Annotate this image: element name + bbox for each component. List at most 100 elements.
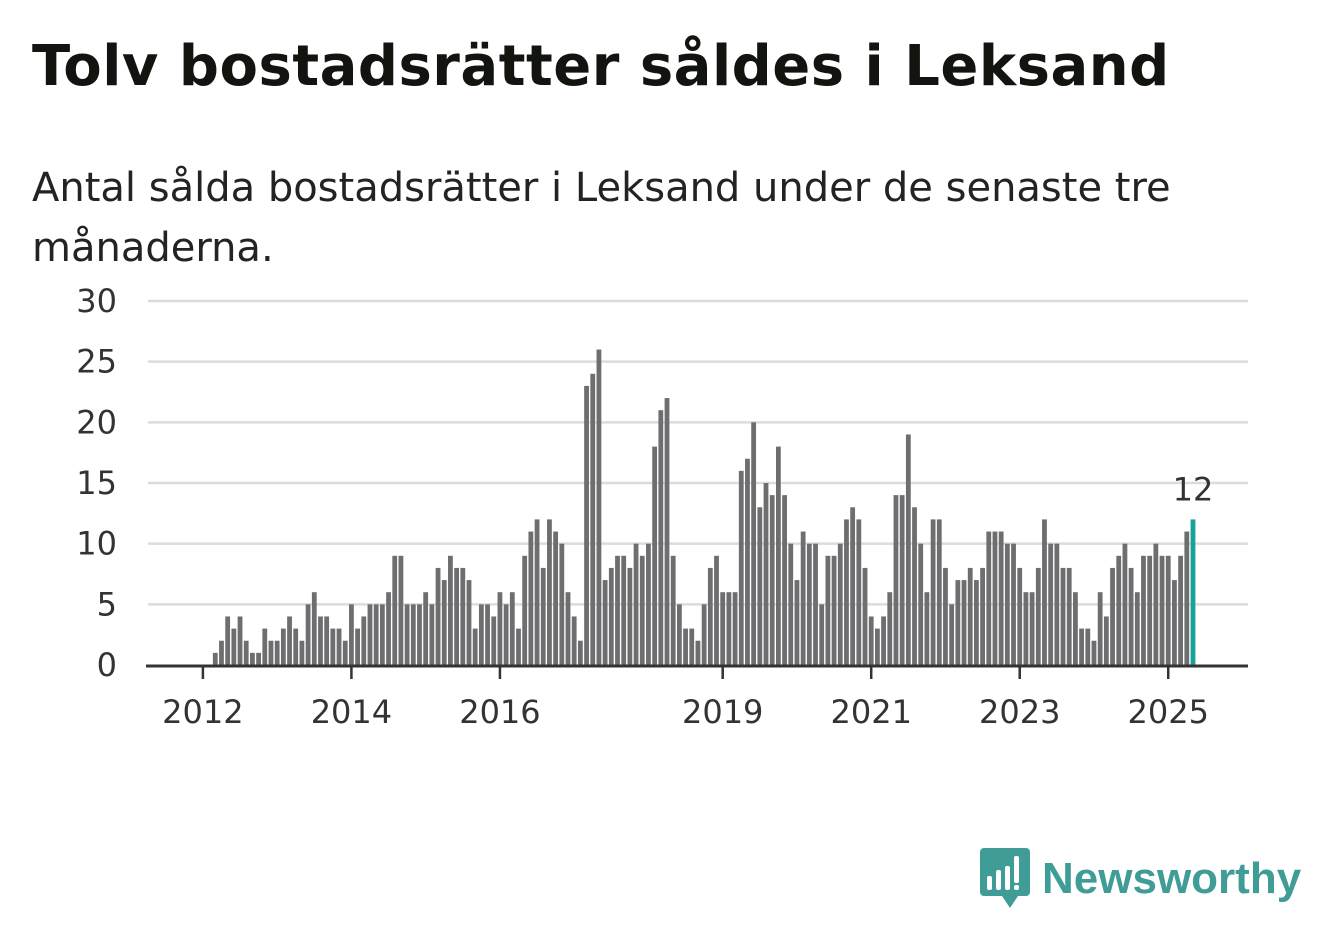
bar — [553, 531, 559, 665]
bar — [1011, 543, 1016, 665]
bar — [850, 507, 856, 665]
bar — [930, 519, 936, 665]
highlight-value-label: 12 — [1173, 470, 1214, 508]
bar — [720, 592, 726, 665]
bar — [1073, 592, 1078, 665]
bar — [584, 385, 589, 665]
bar — [670, 555, 676, 665]
bar — [1122, 543, 1128, 665]
bar — [738, 470, 744, 665]
bar — [615, 555, 620, 665]
bar — [448, 555, 453, 665]
bar — [837, 543, 843, 665]
bar — [1128, 567, 1134, 665]
bar — [540, 567, 546, 665]
bar — [429, 604, 435, 665]
bar — [1159, 555, 1165, 665]
bar — [788, 543, 794, 665]
bar — [782, 495, 787, 665]
bar — [1029, 592, 1035, 665]
bar — [875, 628, 880, 665]
newsworthy-logo: Newsworthy — [980, 848, 1301, 910]
bar — [769, 495, 775, 665]
bar — [590, 373, 596, 665]
y-axis-labels: 0 5 10 15 20 25 30 — [76, 282, 117, 684]
bar — [800, 531, 806, 665]
bar — [806, 543, 812, 665]
bar — [974, 580, 979, 665]
bar — [435, 567, 441, 665]
bar — [262, 628, 268, 665]
bar — [652, 446, 658, 665]
bar — [1085, 628, 1091, 665]
x-tick-label: 2012 — [162, 693, 243, 731]
bar — [1147, 555, 1153, 665]
bar — [745, 458, 750, 665]
bar-chart-speech-bubble-icon — [980, 848, 1030, 908]
bar — [349, 604, 354, 665]
bar — [980, 567, 985, 665]
bar — [701, 604, 707, 665]
bar — [509, 592, 515, 665]
bar — [336, 628, 342, 665]
bar — [1079, 628, 1084, 665]
bar — [293, 628, 299, 665]
x-axis: 2012 2014 2016 2019 2021 2023 2025 — [146, 664, 1248, 731]
bar — [250, 652, 255, 665]
bar — [961, 580, 967, 665]
annotations: 12 — [1173, 470, 1214, 508]
bar — [862, 567, 868, 665]
bar — [967, 567, 973, 665]
bar — [763, 483, 769, 665]
bar — [373, 604, 379, 665]
bar — [522, 555, 528, 665]
bar — [887, 592, 893, 665]
bar — [243, 640, 249, 665]
bar — [491, 616, 497, 665]
bar — [342, 640, 348, 665]
bar — [571, 616, 577, 665]
x-tick-label: 2014 — [311, 693, 392, 731]
bar — [844, 519, 849, 665]
bar — [751, 422, 757, 665]
bar — [1035, 567, 1041, 665]
bar — [639, 555, 645, 665]
bar — [905, 434, 911, 665]
bar — [547, 519, 552, 665]
bar — [794, 580, 800, 665]
bar — [757, 507, 763, 665]
bar — [287, 616, 292, 665]
bar — [299, 640, 305, 665]
bar — [683, 628, 688, 665]
bar — [417, 604, 422, 665]
bar — [441, 580, 447, 665]
bar — [219, 640, 224, 665]
bar — [936, 519, 942, 665]
bar — [1091, 640, 1097, 665]
bar — [1141, 555, 1146, 665]
bar — [1172, 580, 1177, 665]
bar — [1116, 555, 1122, 665]
bar — [355, 628, 360, 665]
bar — [367, 604, 373, 665]
bar — [460, 567, 466, 665]
bar — [819, 604, 825, 665]
y-tick-label: 20 — [76, 403, 117, 441]
bar — [633, 543, 639, 665]
bar — [398, 555, 404, 665]
bars — [212, 349, 1196, 665]
bar — [627, 567, 633, 665]
bar — [881, 616, 886, 665]
bar — [423, 592, 429, 665]
bar — [503, 604, 509, 665]
x-tick-label: 2025 — [1128, 693, 1209, 731]
bar — [1178, 555, 1184, 665]
chart-subtitle: Antal sålda bostadsrätter i Leksand unde… — [32, 165, 1171, 271]
x-tick-label: 2023 — [979, 693, 1060, 731]
bar — [813, 543, 818, 665]
bar — [466, 580, 472, 665]
bar — [361, 616, 367, 665]
bar — [1054, 543, 1060, 665]
bar — [955, 580, 961, 665]
